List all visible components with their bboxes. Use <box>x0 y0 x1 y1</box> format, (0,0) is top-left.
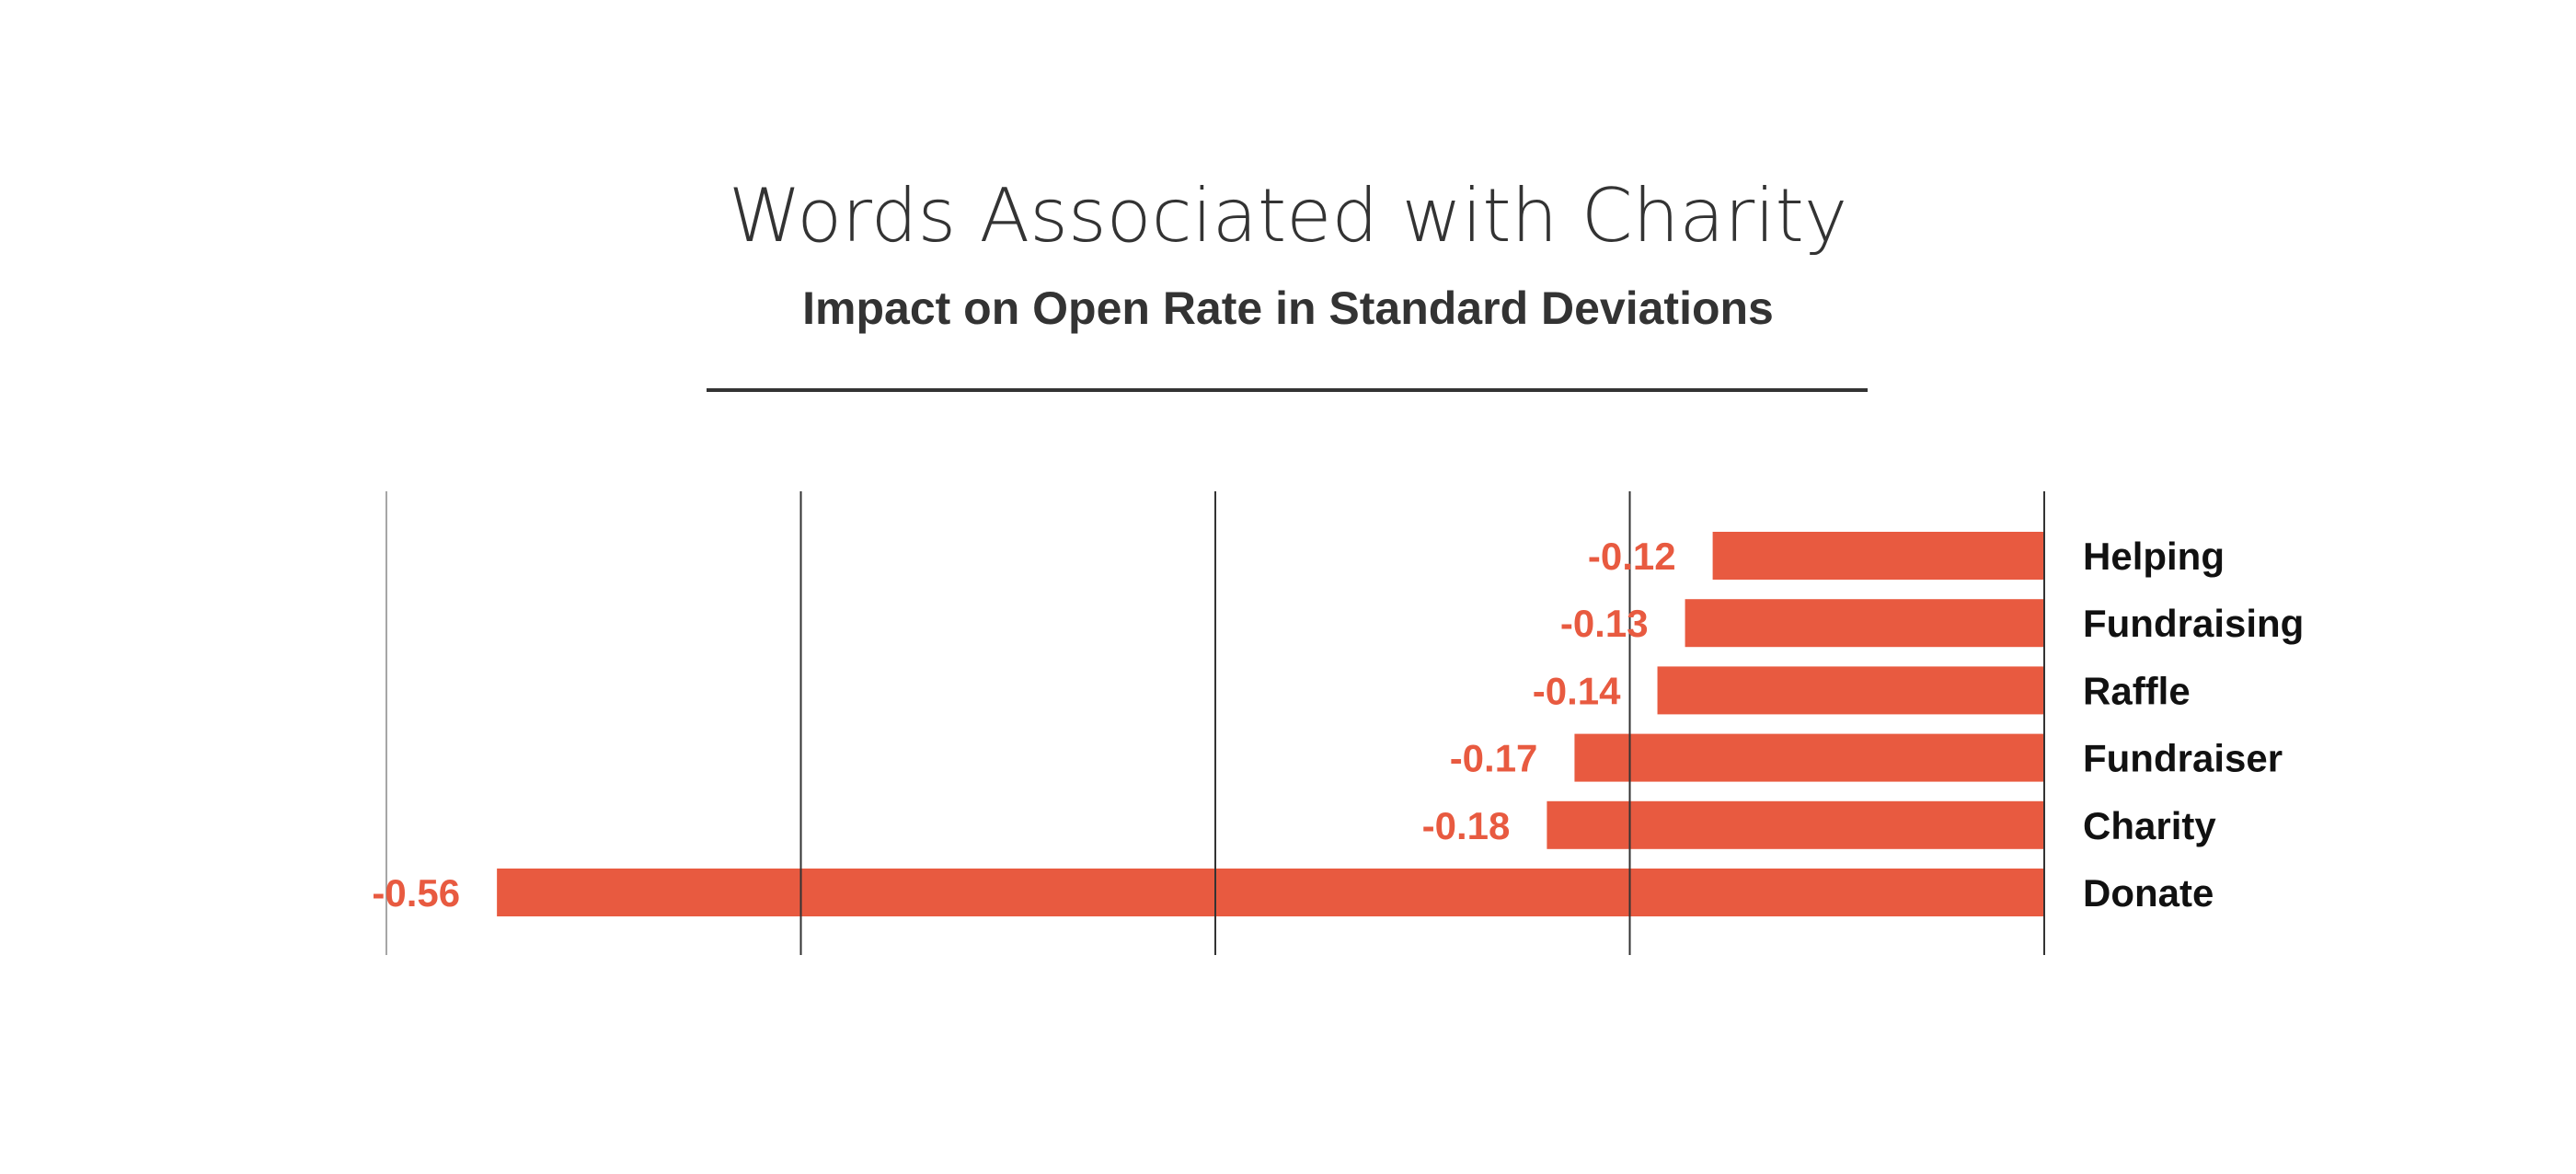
value-label-raffle: -0.14 <box>1533 669 1621 712</box>
bar-charity <box>1547 800 2044 849</box>
value-label-donate: -0.56 <box>372 871 460 915</box>
category-label-fundraiser: Fundraiser <box>2083 737 2283 780</box>
category-label-fundraising: Fundraising <box>2083 602 2304 645</box>
bar-helping <box>1712 532 2044 580</box>
bar-fundraising <box>1685 599 2044 648</box>
value-label-fundraising: -0.13 <box>1560 602 1649 645</box>
category-label-donate: Donate <box>2083 871 2214 915</box>
bar-raffle <box>1657 666 2044 715</box>
category-label-helping: Helping <box>2083 535 2225 578</box>
value-label-charity: -0.18 <box>1422 804 1511 847</box>
labels: -0.12 Helping -0.13 Fundraising -0.14 Raffle -… <box>372 535 2304 915</box>
value-label-helping: -0.12 <box>1588 535 1676 578</box>
bar-donate <box>497 869 2045 916</box>
chart-title: Words Associated with Charity <box>729 173 1847 259</box>
category-label-charity: Charity <box>2083 804 2216 847</box>
gridlines <box>385 491 2045 955</box>
bar-fundraiser <box>1574 733 2044 782</box>
chart-subtitle: Impact on Open Rate in Standard Deviatio… <box>802 282 1774 334</box>
bars <box>497 532 2045 916</box>
value-label-fundraiser: -0.17 <box>1450 737 1538 780</box>
category-label-raffle: Raffle <box>2083 669 2191 712</box>
